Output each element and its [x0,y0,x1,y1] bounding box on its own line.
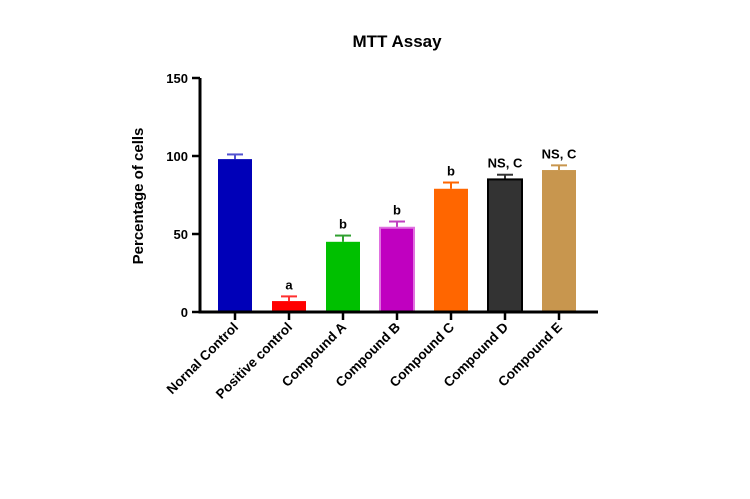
bar [379,226,415,313]
bar [272,301,306,312]
significance-label: b [393,203,401,218]
significance-label: NS, C [542,146,577,161]
significance-label: b [447,164,455,179]
bar [542,170,576,312]
chart-title: MTT Assay [352,32,442,51]
bar [218,159,252,312]
y-axis-label: Percentage of cells [130,128,147,265]
bar [487,178,523,313]
y-tick-label: 100 [166,149,188,164]
significance-label: b [339,217,347,232]
bars: a b b b NS, C NS, C [218,146,577,313]
y-tick-label: 150 [166,71,188,86]
y-tick-label: 0 [181,305,188,320]
significance-label: a [285,277,293,292]
y-tick-label: 50 [174,227,188,242]
bar [434,188,468,312]
bar [326,241,360,312]
y-axis: 0 50 100 150 [166,71,202,320]
significance-label: NS, C [488,156,523,171]
